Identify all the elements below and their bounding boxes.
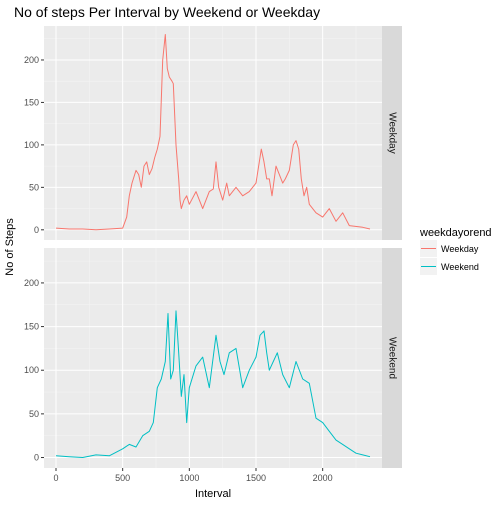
y-tick-label: 0 xyxy=(34,225,39,235)
legend: weekdayorend Weekday Weekend xyxy=(419,227,492,275)
x-tick-label: 1500 xyxy=(246,473,266,483)
y-tick-label: 200 xyxy=(24,55,39,65)
chart-title: No of steps Per Interval by Weekend or W… xyxy=(14,4,320,20)
y-tick-label: 100 xyxy=(24,140,39,150)
legend-label-weekday: Weekday xyxy=(441,244,479,254)
legend-label-weekend: Weekend xyxy=(441,262,479,272)
y-tick-label: 50 xyxy=(29,409,39,419)
series-line-weekday xyxy=(55,34,371,231)
strip-weekday-label: Weekday xyxy=(386,112,397,154)
y-tick-label: 150 xyxy=(24,322,39,332)
strip-weekday xyxy=(382,26,402,240)
panel-weekday-background xyxy=(44,26,382,240)
y-tick-label: 100 xyxy=(24,365,39,375)
y-tick-label: 50 xyxy=(29,182,39,192)
x-tick-label: 1000 xyxy=(179,473,199,483)
series-layer xyxy=(55,34,371,458)
strip-weekend-label: Weekend xyxy=(386,337,397,379)
x-tick-label: 2000 xyxy=(313,473,333,483)
y-tick-label: 0 xyxy=(34,453,39,463)
x-axis-title: Interval xyxy=(195,488,231,500)
series-line-weekend xyxy=(55,310,371,458)
y-tick-label: 150 xyxy=(24,97,39,107)
strip-weekend xyxy=(382,248,402,468)
x-tick-label: 0 xyxy=(53,473,58,483)
x-tick-label: 500 xyxy=(115,473,130,483)
legend-title: weekdayorend xyxy=(419,227,492,239)
y-tick-label: 200 xyxy=(24,278,39,288)
y-axis-title: No of Steps xyxy=(4,218,16,276)
